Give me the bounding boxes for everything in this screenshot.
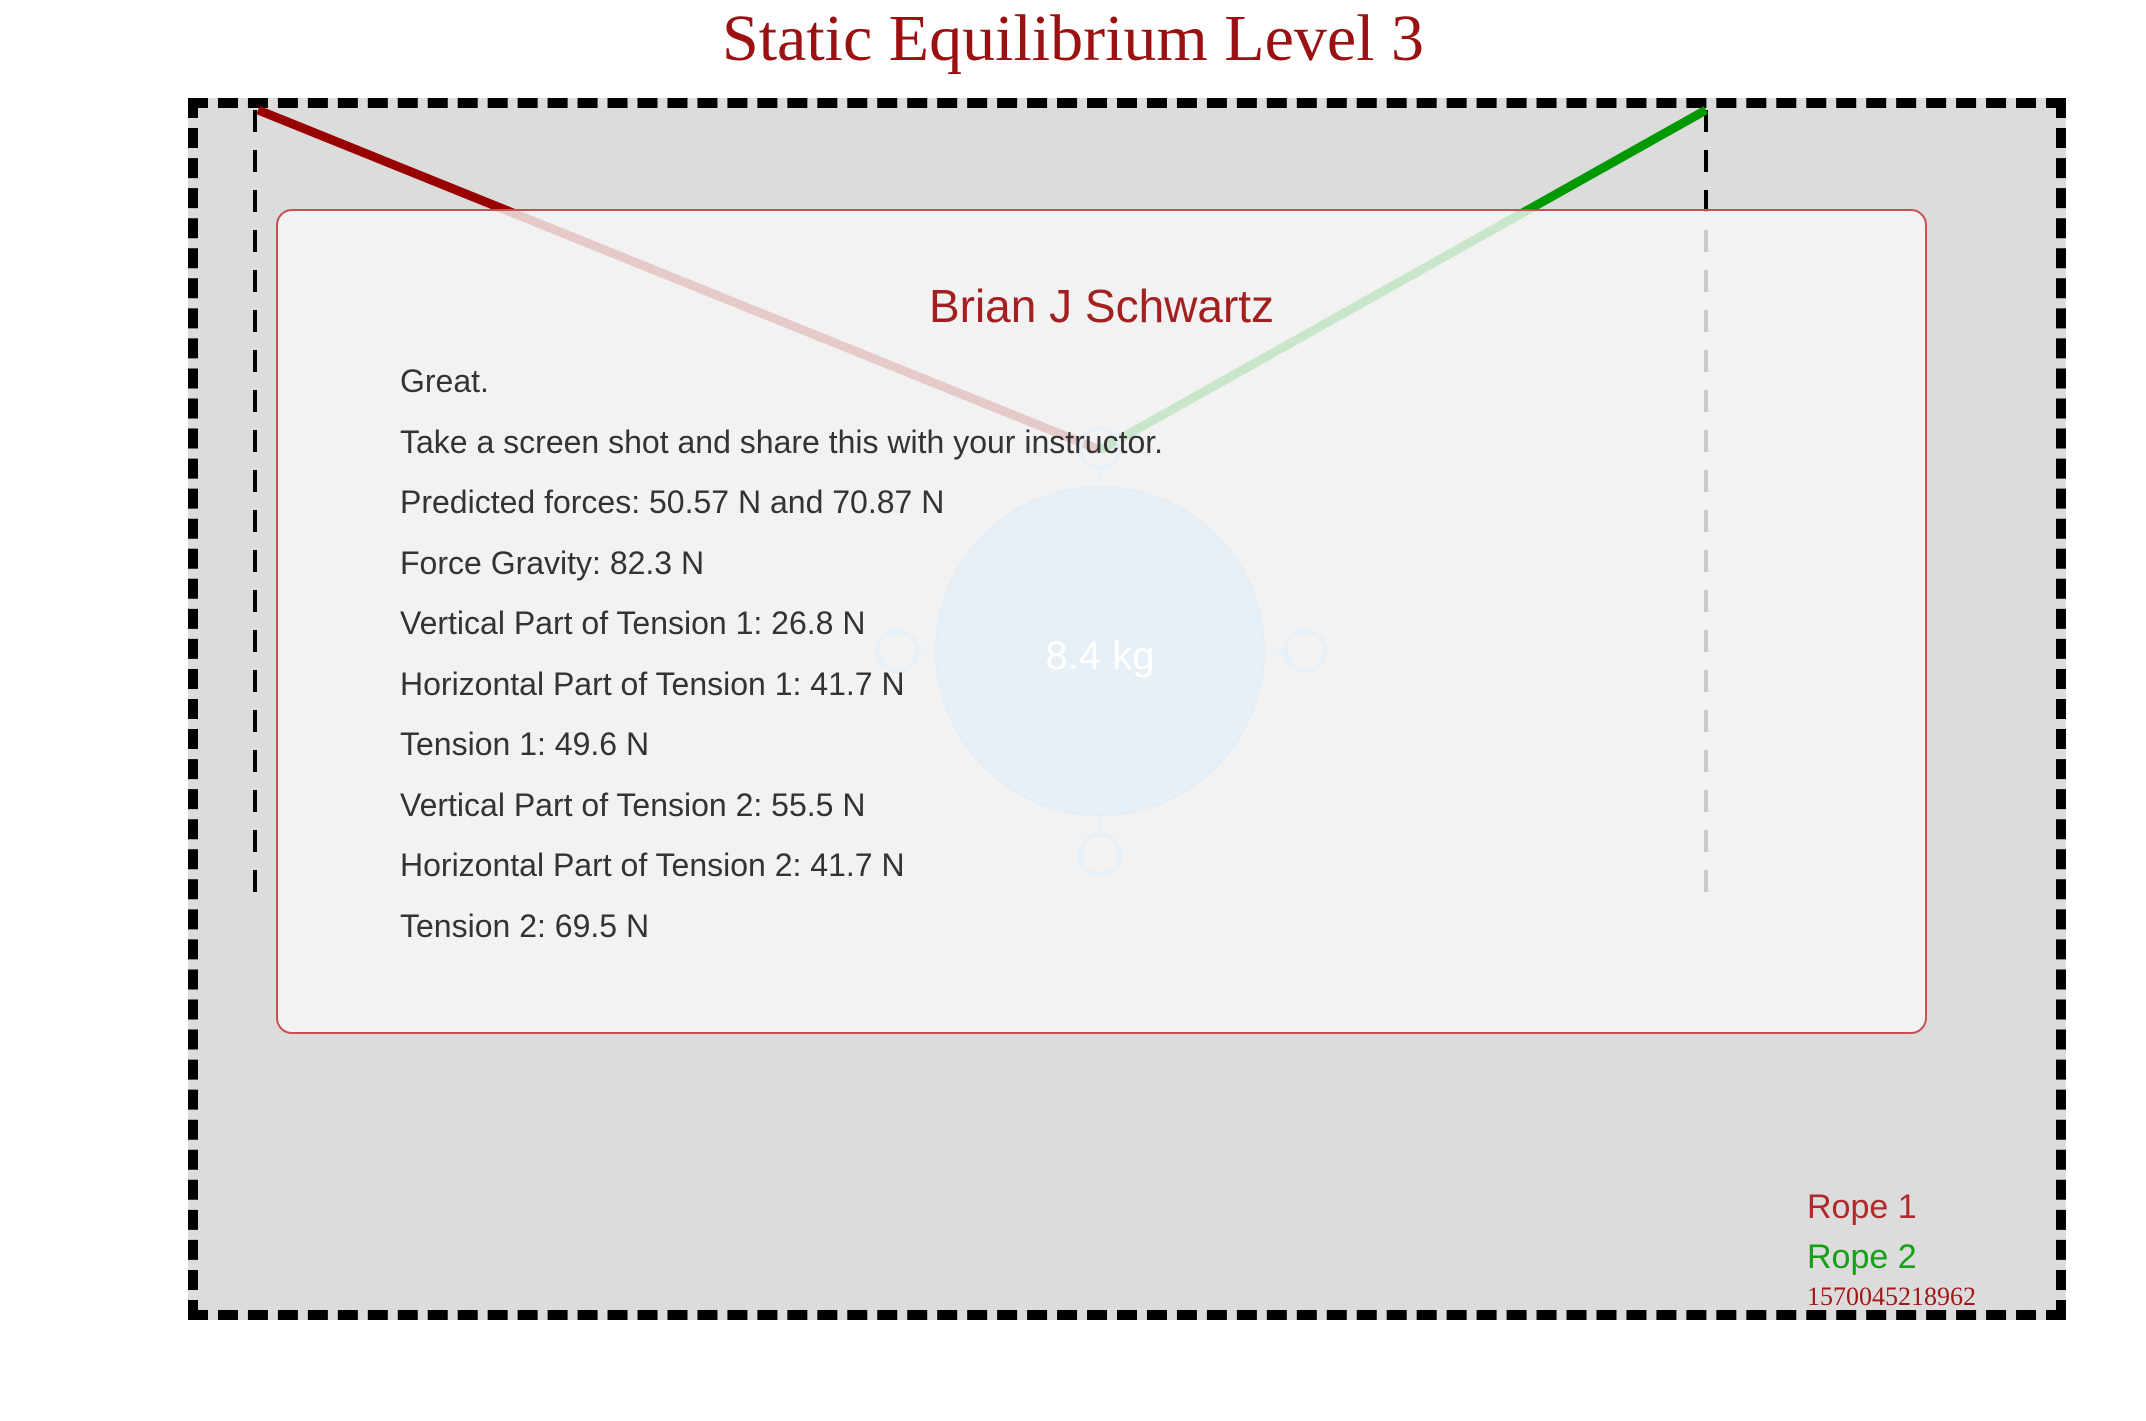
results-list: Great. Take a screen shot and share this… [400,351,1163,956]
result-line: Predicted forces: 50.57 N and 70.87 N [400,484,945,520]
result-line: Horizontal Part of Tension 1: 41.7 N [400,665,905,702]
results-dialog: Brian J Schwartz Great. Take a screen sh… [276,209,1927,1034]
student-name: Brian J Schwartz [928,280,1275,332]
result-line: Tension 1: 49.6 N [400,726,650,762]
result-line: Tension 2: 69.5 N [400,907,650,944]
legend-rope-2: Rope 2 [1807,1238,1917,1276]
timestamp: 1570045218962 [1807,1282,1976,1311]
result-line: Vertical Part of Tension 2: 55.5 N [400,786,866,823]
result-line: Force Gravity: 82.3 N [400,544,705,581]
result-line: Vertical Part of Tension 1: 26.8 N [400,605,866,641]
result-line: Horizontal Part of Tension 2: 41.7 N [400,847,905,883]
legend-rope-1: Rope 1 [1807,1188,1917,1226]
legend: Rope 1 Rope 2 1570045218962 [1807,1182,1976,1312]
mass-label: 8.4 kg [1045,634,1155,678]
page-title: Static Equilibrium Level 3 [721,2,1425,75]
result-line: Great. [400,363,489,399]
result-line: Take a screen shot and share this with y… [400,423,1164,460]
